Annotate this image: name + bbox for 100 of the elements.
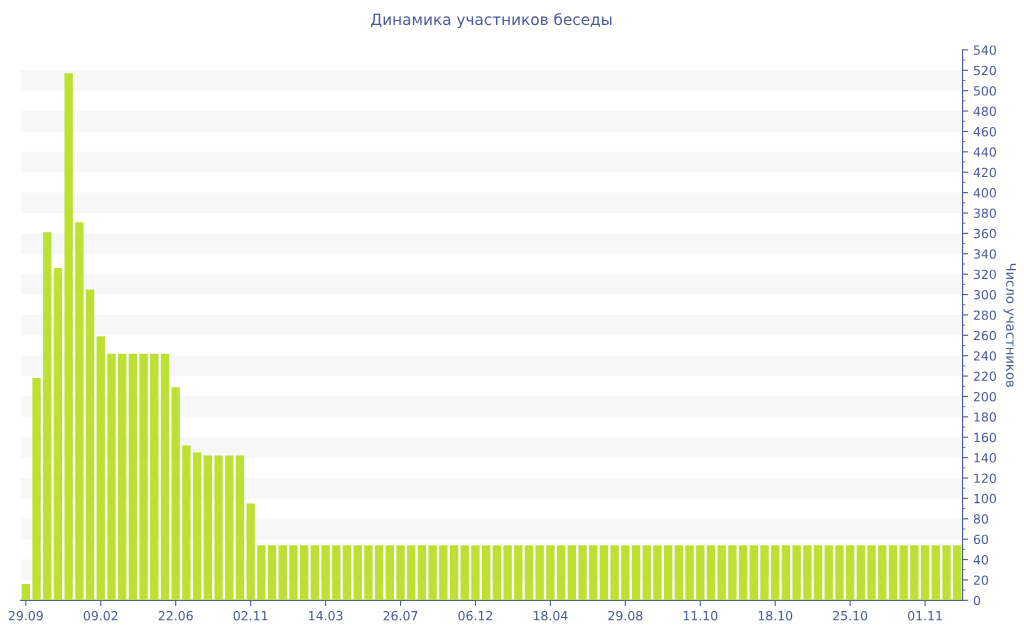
bar xyxy=(492,545,502,601)
bar xyxy=(803,545,812,601)
bar xyxy=(182,445,191,601)
bar xyxy=(396,545,405,601)
bar xyxy=(556,545,566,601)
bar xyxy=(920,545,930,601)
bar xyxy=(160,353,170,601)
bar xyxy=(278,545,287,601)
y-tick-label: 360 xyxy=(973,228,997,239)
bar xyxy=(888,545,898,601)
bar xyxy=(300,545,309,601)
bar xyxy=(931,545,940,601)
bar xyxy=(578,545,587,601)
bar xyxy=(128,353,138,601)
x-tick-label: 09.02 xyxy=(83,610,118,621)
bar xyxy=(599,545,609,601)
bar xyxy=(225,455,234,601)
x-tick-label: 18.04 xyxy=(533,610,568,621)
bar xyxy=(642,545,651,601)
y-tick-label: 500 xyxy=(973,86,997,96)
y-tick-label: 180 xyxy=(974,412,997,422)
y-tick-label: 320 xyxy=(973,269,997,280)
bar xyxy=(471,545,480,601)
bar xyxy=(428,545,437,601)
bar xyxy=(214,455,223,601)
bar xyxy=(781,545,791,601)
y-tick-label: 100 xyxy=(974,493,997,504)
bar xyxy=(96,336,105,601)
bar xyxy=(899,545,908,601)
y-tick-label: 0 xyxy=(973,595,981,606)
y-tick-label: 80 xyxy=(973,514,989,524)
bar xyxy=(524,545,534,601)
bar xyxy=(107,353,116,601)
bar xyxy=(589,545,598,601)
y-tick-label: 400 xyxy=(973,188,997,198)
x-tick-label: 02.11 xyxy=(233,610,268,621)
x-tick-label: 14.03 xyxy=(309,610,343,621)
x-tick-label: 25.10 xyxy=(833,610,868,621)
bar xyxy=(845,545,855,601)
bar xyxy=(139,353,148,601)
bar xyxy=(706,545,716,601)
y-tick-label: 420 xyxy=(973,167,997,178)
bar xyxy=(439,545,448,601)
y-tick-label: 280 xyxy=(973,310,997,320)
bar xyxy=(460,545,469,601)
x-tick-label: 18.10 xyxy=(758,610,793,621)
bar xyxy=(150,353,159,601)
bar xyxy=(43,232,52,601)
bar xyxy=(75,222,84,601)
bar xyxy=(771,545,780,601)
bar xyxy=(760,545,769,601)
bar xyxy=(878,545,887,601)
bar xyxy=(535,545,544,601)
x-tick-label: 29.08 xyxy=(608,610,643,621)
y-tick-label: 160 xyxy=(974,432,997,443)
bar xyxy=(792,545,801,601)
y-tick-label: 60 xyxy=(973,534,989,545)
bar xyxy=(64,73,73,601)
y-tick-label: 140 xyxy=(974,453,997,463)
x-tick-label: 29.09 xyxy=(8,610,43,621)
bar xyxy=(653,545,662,601)
x-tick-label: 06.12 xyxy=(458,610,493,621)
bar xyxy=(417,545,427,601)
bar xyxy=(332,545,341,601)
x-tick-label: 26.07 xyxy=(383,610,418,621)
bar xyxy=(342,545,352,601)
bar xyxy=(631,545,641,601)
y-tick-label: 20 xyxy=(973,575,989,585)
y-tick-label: 480 xyxy=(973,106,997,116)
bar xyxy=(856,545,866,601)
bar xyxy=(514,545,523,601)
bar xyxy=(824,545,833,601)
y-tick-label: 120 xyxy=(974,473,997,483)
bar xyxy=(203,455,212,601)
x-tick-label: 22.06 xyxy=(158,610,193,621)
x-tick-label: 11.10 xyxy=(683,610,718,621)
bar xyxy=(449,545,459,601)
bar xyxy=(385,545,394,601)
bar xyxy=(728,545,737,601)
y-tick-label: 220 xyxy=(973,371,997,382)
bar xyxy=(235,455,245,601)
x-tick-label: 01.11 xyxy=(908,610,942,621)
bar xyxy=(674,545,684,601)
bar xyxy=(953,545,962,601)
bar xyxy=(171,387,180,601)
bar xyxy=(621,545,630,601)
bar xyxy=(749,545,758,601)
bar xyxy=(813,545,823,601)
bar xyxy=(353,545,362,601)
bar xyxy=(85,289,95,601)
bar xyxy=(685,545,694,601)
chart-title: Динамика участников беседы xyxy=(371,13,612,29)
bar xyxy=(910,545,919,601)
bar xyxy=(738,545,748,601)
bar xyxy=(310,545,320,601)
y-tick-label: 460 xyxy=(973,126,997,137)
y2-axis-title: Число участников xyxy=(1003,263,1016,387)
y-tick-label: 40 xyxy=(973,555,989,565)
bar xyxy=(867,545,876,601)
bar xyxy=(610,545,619,601)
